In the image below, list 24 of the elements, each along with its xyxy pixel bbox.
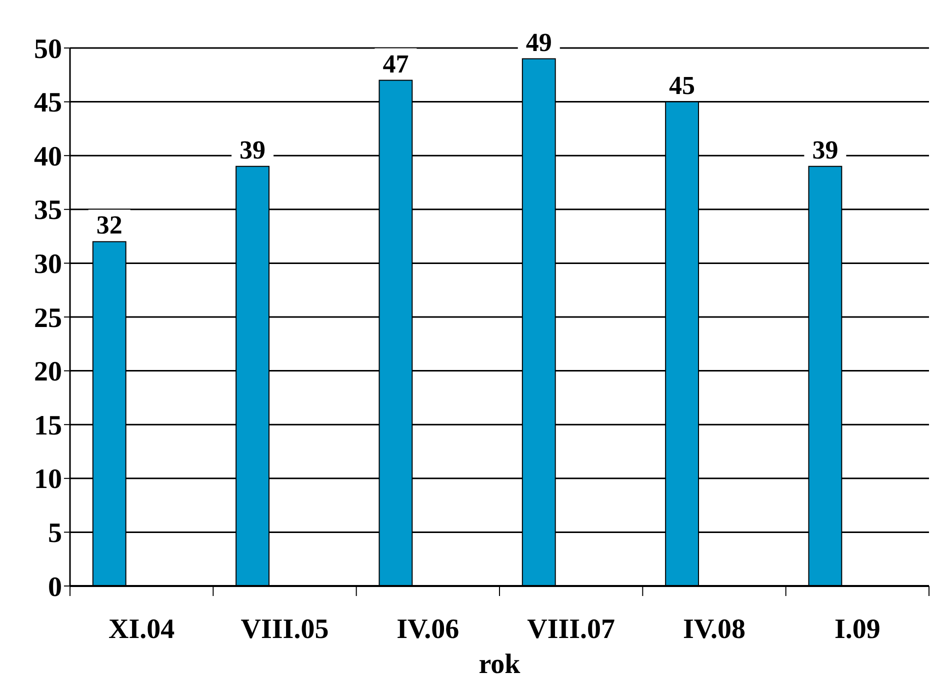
- y-tick-label: 45: [34, 88, 62, 119]
- x-tick-label: I.09: [834, 614, 880, 645]
- x-tick-label: IV.08: [682, 614, 746, 645]
- y-tick-label: 0: [48, 572, 62, 603]
- y-tick-label: 30: [34, 249, 62, 280]
- data-label: 39: [812, 135, 838, 164]
- data-label: 47: [382, 49, 409, 78]
- data-label: 32: [96, 210, 122, 240]
- data-label: 49: [526, 28, 552, 57]
- y-tick-label: 20: [34, 356, 62, 388]
- y-tick-label: 40: [34, 141, 62, 172]
- x-tick-label: VIII.07: [527, 614, 616, 645]
- x-tick-label: XI.04: [108, 614, 175, 645]
- data-label: 39: [240, 135, 266, 164]
- y-tick-label: 15: [34, 410, 62, 442]
- y-tick-label: 10: [34, 464, 62, 496]
- x-tick-label: VIII.05: [240, 614, 329, 645]
- y-tick-label: 35: [34, 195, 62, 226]
- x-tick-label: IV.06: [396, 614, 460, 645]
- y-tick-label: 5: [48, 518, 62, 549]
- x-axis-title: rok: [478, 649, 521, 680]
- y-tick-label: 25: [34, 302, 62, 334]
- y-tick-label: 50: [34, 34, 62, 65]
- data-label: 45: [669, 70, 696, 100]
